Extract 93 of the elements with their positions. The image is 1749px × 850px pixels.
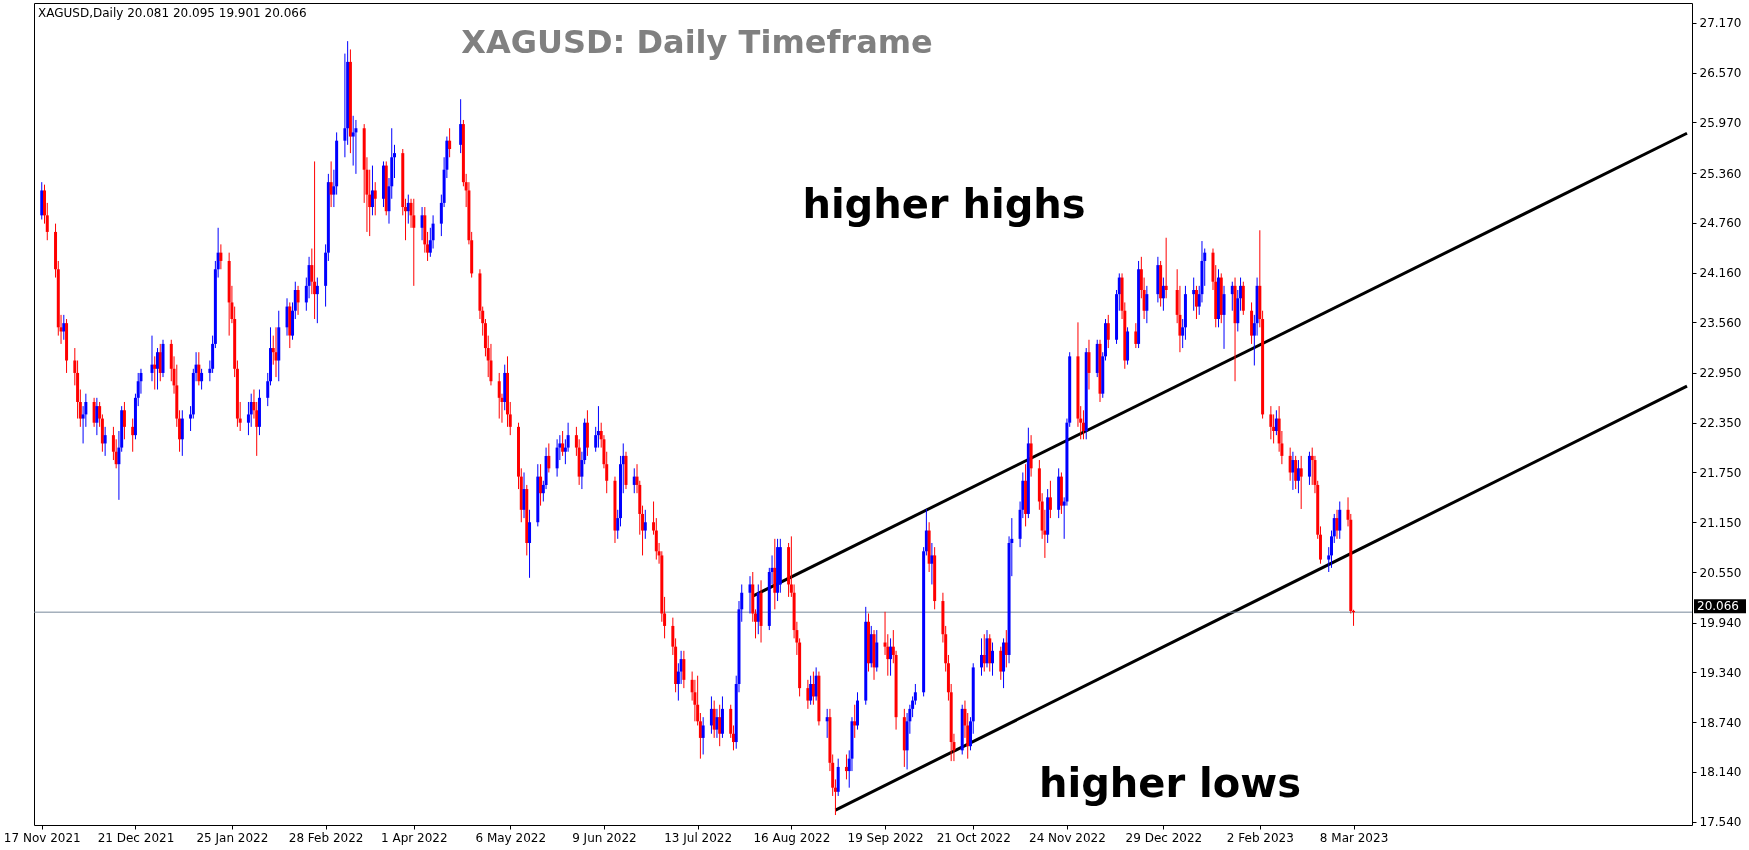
candlestick <box>1299 455 1303 510</box>
x-tick-label: 2 Feb 2023 <box>1226 830 1294 845</box>
candlestick <box>459 98 463 154</box>
candlestick <box>150 335 154 382</box>
candlestick <box>1230 281 1234 312</box>
candlestick <box>1294 455 1298 490</box>
y-tick-label: 18.140 <box>1699 765 1742 780</box>
y-tick-label: 20.550 <box>1699 565 1742 580</box>
candlestick <box>1087 339 1091 391</box>
x-tick-label: 17 Nov 2021 <box>3 830 81 845</box>
candlestick <box>844 754 848 780</box>
candlestick <box>1145 285 1149 324</box>
candlestick <box>930 542 934 585</box>
x-tick-label: 9 Jun 2022 <box>572 830 637 845</box>
candlestick <box>991 642 995 677</box>
candlestick <box>448 127 452 158</box>
candlestick <box>1291 451 1295 491</box>
y-tick-label: 27.170 <box>1699 16 1742 31</box>
candlestick <box>62 314 66 341</box>
x-tick-label: 21 Dec 2021 <box>97 830 175 845</box>
annotation: XAGUSD,Daily 20.081 20.095 19.901 20.066 <box>38 6 307 20</box>
y-tick-label: 17.540 <box>1699 815 1742 830</box>
candlestick <box>709 695 713 735</box>
x-tick-label: 6 May 2022 <box>475 830 547 845</box>
candlestick <box>980 637 983 677</box>
candlestick <box>1338 501 1342 540</box>
x-tick-label: 13 Jul 2022 <box>664 830 733 845</box>
candlestick <box>853 704 857 739</box>
candlestick <box>497 372 501 420</box>
y-tick-label: 18.740 <box>1699 715 1742 730</box>
candlestick <box>153 355 157 391</box>
x-tick-label: 19 Sep 2022 <box>847 830 924 845</box>
y-tick-label: 21.750 <box>1699 465 1742 480</box>
candlestick <box>122 401 126 440</box>
y-tick-label: 26.570 <box>1699 66 1742 81</box>
x-tick-label: 1 Apr 2022 <box>381 830 448 845</box>
x-tick-label: 8 Mar 2023 <box>1319 830 1389 845</box>
x-tick-label: 25 Jan 2022 <box>196 830 269 845</box>
candlestick <box>682 650 686 689</box>
y-tick-label: 23.560 <box>1699 315 1742 330</box>
candlestick <box>1048 480 1052 519</box>
candlestick <box>528 509 532 579</box>
text: XAGUSD: Daily Timeframe <box>461 23 933 61</box>
candlestick <box>95 397 99 436</box>
y-tick-label: 19.940 <box>1699 616 1742 631</box>
candlestick <box>999 646 1003 681</box>
candlestick <box>1081 409 1085 440</box>
candlestick <box>809 675 813 706</box>
y-tick-label: 19.340 <box>1699 665 1742 680</box>
candlestick <box>180 409 184 457</box>
candlestick <box>412 198 416 287</box>
candlestick <box>354 119 358 175</box>
y-tick-label: 24.760 <box>1699 216 1742 231</box>
y-tick-label: 25.360 <box>1699 166 1742 181</box>
candlestick <box>1134 322 1138 349</box>
annotation: higher highs <box>802 181 1086 227</box>
candlestick <box>596 405 600 449</box>
x-tick-label: 16 Aug 2022 <box>753 830 831 845</box>
candlestick <box>103 426 107 457</box>
y-tick-label: 22.950 <box>1699 366 1742 381</box>
candlestick <box>373 181 377 216</box>
candlestick <box>806 679 810 710</box>
candlestick <box>1164 237 1168 299</box>
candlestick <box>632 467 636 494</box>
y-tick-label: 25.970 <box>1699 115 1742 130</box>
candlestick <box>131 418 135 453</box>
candlestick <box>982 633 986 673</box>
x-tick-label: 28 Feb 2022 <box>288 830 364 845</box>
candlestick <box>547 442 551 473</box>
candlestick <box>296 285 300 316</box>
candlestick <box>1106 314 1110 349</box>
y-tick-label: 24.160 <box>1699 266 1742 281</box>
x-tick-label: 24 Nov 2022 <box>1029 830 1106 845</box>
candlestick <box>811 671 815 706</box>
candlestick <box>1269 405 1273 440</box>
candlestick <box>1004 629 1008 668</box>
candlestick <box>1222 285 1226 350</box>
candlestick <box>313 160 317 320</box>
candlestick <box>156 347 159 391</box>
candlestick <box>219 243 223 270</box>
annotation: higher lows <box>1038 760 1302 806</box>
x-tick-label: 29 Dec 2022 <box>1125 830 1203 845</box>
candlestick <box>701 716 705 755</box>
candlestick <box>1307 451 1311 486</box>
candlestick <box>200 368 204 391</box>
candlestick <box>715 708 719 739</box>
candlestick <box>1161 277 1165 312</box>
candlestick <box>555 438 559 478</box>
y-tick-label: 21.150 <box>1699 515 1742 530</box>
candlestick <box>197 351 201 386</box>
ref-line-label: 20.066 <box>1697 599 1739 614</box>
x-tick-label: 21 Oct 2022 <box>936 830 1011 845</box>
y-tick-label: 22.350 <box>1699 416 1742 431</box>
